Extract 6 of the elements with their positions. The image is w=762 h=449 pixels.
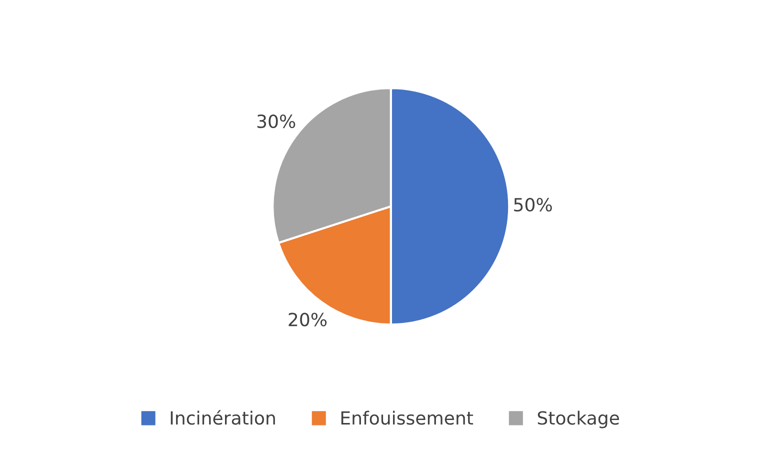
data-label: 20% <box>288 312 327 326</box>
legend-label: Enfouissement <box>341 410 474 425</box>
data-label: 30% <box>257 114 296 128</box>
legend-label: Incinération <box>170 410 275 425</box>
legend-label: Stockage <box>538 410 620 428</box>
data-label: 50% <box>514 198 552 212</box>
